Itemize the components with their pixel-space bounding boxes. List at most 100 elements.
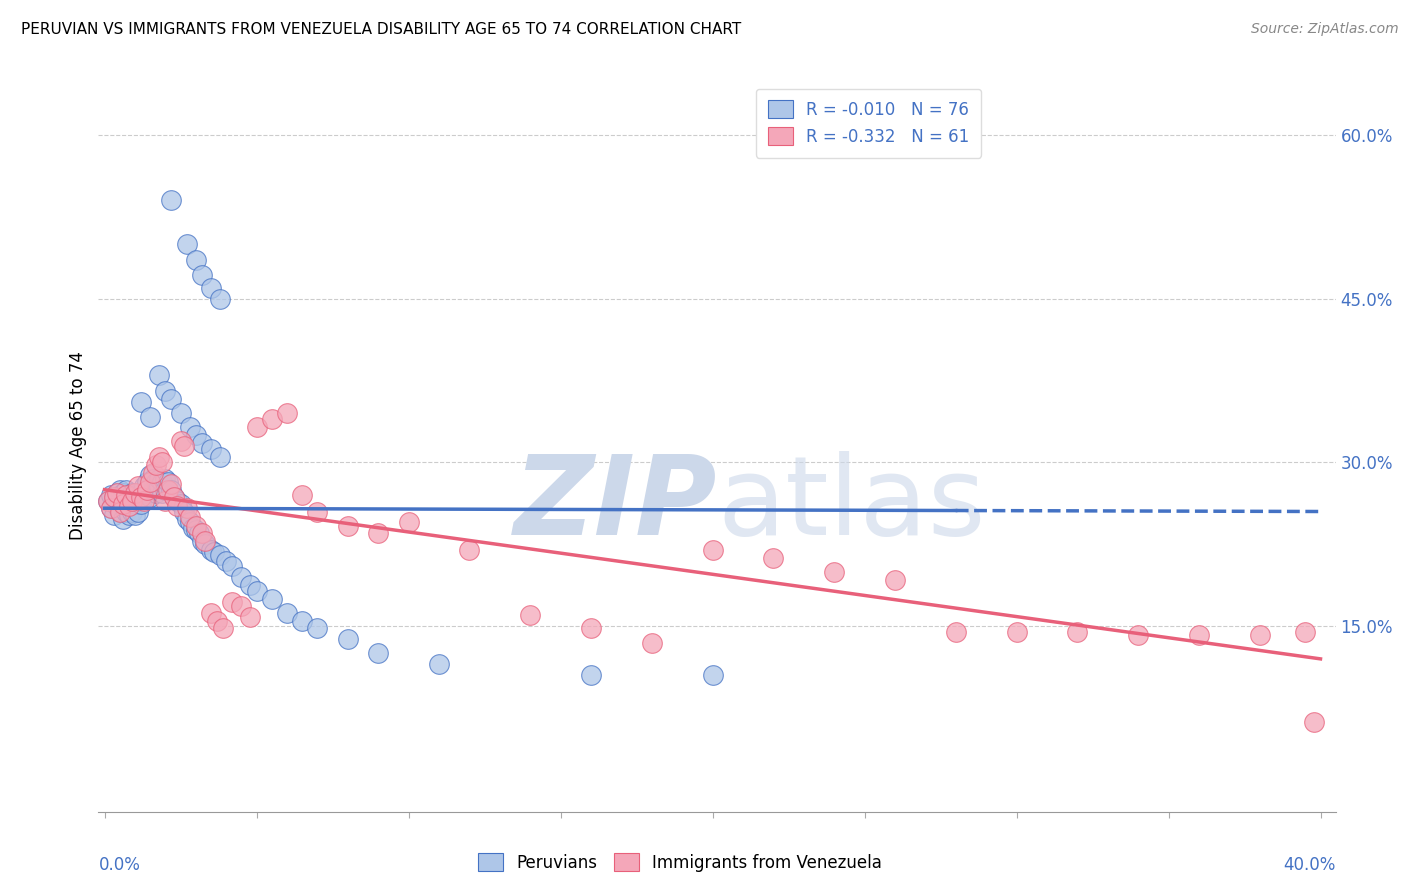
- Point: [136, 475, 159, 489]
- Point: [641, 635, 664, 649]
- Point: [129, 497, 152, 511]
- Point: [208, 548, 231, 562]
- Point: [1005, 624, 1028, 639]
- Point: [114, 488, 136, 502]
- Point: [215, 554, 238, 568]
- Point: [191, 435, 214, 450]
- Point: [191, 526, 214, 541]
- Point: [100, 501, 122, 516]
- Point: [127, 493, 149, 508]
- Point: [191, 533, 214, 548]
- Point: [155, 384, 177, 399]
- Point: [1066, 624, 1088, 639]
- Point: [96, 493, 118, 508]
- Point: [458, 542, 481, 557]
- Text: 40.0%: 40.0%: [1284, 856, 1336, 874]
- Point: [194, 533, 217, 548]
- Point: [160, 392, 183, 406]
- Point: [291, 614, 314, 628]
- Point: [108, 504, 131, 518]
- Point: [191, 268, 214, 282]
- Point: [114, 504, 136, 518]
- Point: [148, 472, 170, 486]
- Point: [200, 442, 222, 457]
- Point: [239, 610, 262, 624]
- Point: [155, 472, 177, 486]
- Point: [129, 395, 152, 409]
- Point: [519, 608, 541, 623]
- Point: [105, 486, 128, 500]
- Point: [157, 475, 180, 489]
- Point: [398, 516, 420, 530]
- Point: [1303, 715, 1326, 730]
- Point: [150, 486, 173, 500]
- Point: [307, 504, 329, 518]
- Point: [702, 668, 724, 682]
- Point: [260, 411, 283, 425]
- Point: [160, 483, 183, 497]
- Point: [221, 559, 243, 574]
- Point: [187, 526, 209, 541]
- Point: [208, 450, 231, 464]
- Point: [121, 493, 143, 508]
- Point: [169, 406, 191, 420]
- Point: [111, 486, 134, 500]
- Point: [184, 428, 207, 442]
- Point: [155, 493, 177, 508]
- Point: [105, 499, 128, 513]
- Point: [762, 551, 785, 566]
- Point: [221, 595, 243, 609]
- Point: [202, 545, 225, 559]
- Point: [124, 488, 146, 502]
- Point: [118, 499, 141, 513]
- Point: [260, 591, 283, 606]
- Point: [142, 467, 165, 481]
- Point: [427, 657, 450, 672]
- Point: [208, 292, 231, 306]
- Point: [108, 483, 131, 497]
- Point: [139, 409, 162, 424]
- Point: [145, 475, 167, 489]
- Point: [245, 420, 267, 434]
- Point: [336, 518, 359, 533]
- Point: [176, 501, 198, 516]
- Point: [169, 434, 191, 448]
- Point: [823, 565, 845, 579]
- Point: [114, 493, 136, 508]
- Point: [181, 521, 204, 535]
- Point: [121, 493, 143, 508]
- Point: [184, 253, 207, 268]
- Point: [176, 237, 198, 252]
- Point: [1294, 624, 1316, 639]
- Point: [179, 510, 201, 524]
- Point: [883, 574, 905, 588]
- Point: [132, 493, 155, 508]
- Point: [150, 475, 173, 489]
- Point: [276, 606, 298, 620]
- Point: [166, 493, 188, 508]
- Point: [136, 486, 159, 500]
- Point: [108, 493, 131, 508]
- Point: [166, 499, 188, 513]
- Point: [148, 368, 170, 382]
- Point: [173, 439, 195, 453]
- Y-axis label: Disability Age 65 to 74: Disability Age 65 to 74: [69, 351, 87, 541]
- Point: [163, 491, 186, 505]
- Point: [142, 483, 165, 497]
- Point: [118, 508, 141, 522]
- Point: [111, 497, 134, 511]
- Point: [184, 518, 207, 533]
- Point: [163, 491, 186, 505]
- Point: [105, 486, 128, 500]
- Point: [139, 491, 162, 505]
- Point: [579, 621, 602, 635]
- Text: atlas: atlas: [717, 451, 986, 558]
- Point: [231, 599, 253, 614]
- Point: [132, 491, 155, 505]
- Point: [205, 614, 228, 628]
- Point: [96, 493, 118, 508]
- Point: [945, 624, 967, 639]
- Point: [276, 406, 298, 420]
- Point: [118, 499, 141, 513]
- Point: [121, 504, 143, 518]
